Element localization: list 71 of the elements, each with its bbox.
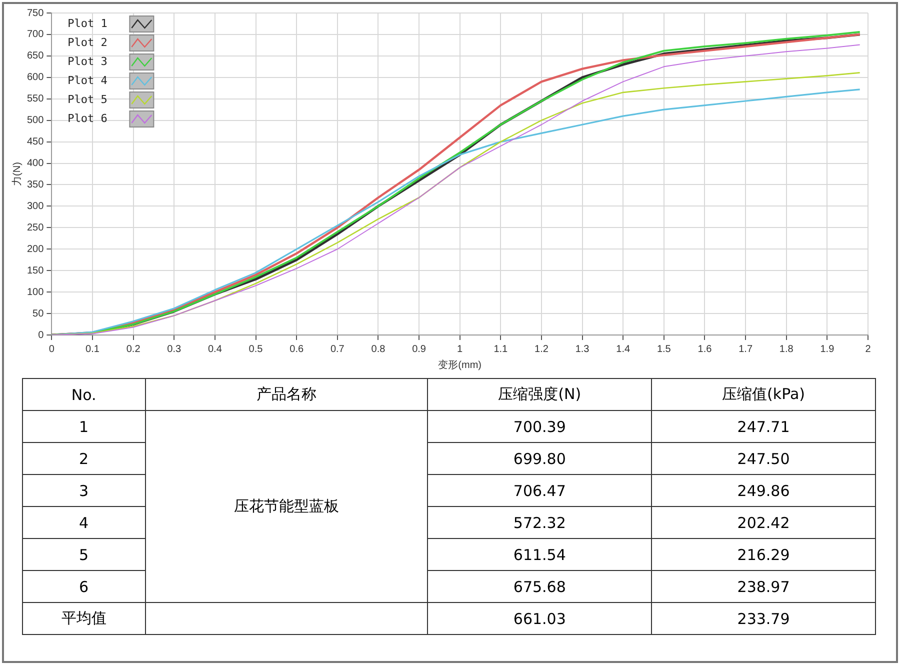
x-tick-label: 1.1 — [494, 344, 508, 355]
text: 572.32 — [428, 506, 652, 538]
text: 247.71 — [652, 410, 876, 442]
x-tick-label: 0.7 — [330, 344, 345, 355]
y-tick-label: 100 — [26, 286, 44, 298]
y-tick-label: 450 — [26, 136, 44, 148]
text: 700.39 — [428, 410, 652, 442]
text: 675.68 — [428, 570, 652, 602]
x-tick-label: 0.1 — [86, 344, 100, 355]
text: 202.42 — [652, 506, 876, 538]
text: 平均值 — [22, 602, 146, 634]
text: 2 — [22, 442, 146, 474]
text: 产品名称 — [145, 378, 428, 410]
y-tick-label: 250 — [26, 222, 44, 234]
x-tick-label: 0.9 — [412, 344, 426, 355]
x-tick-label: 1.9 — [820, 344, 835, 355]
text: 216.29 — [652, 538, 876, 570]
text: 233.79 — [652, 602, 876, 634]
x-tick-label: 1.4 — [616, 344, 630, 355]
x-tick-label: 1.8 — [779, 344, 794, 355]
text: 压缩强度(N) — [428, 378, 652, 410]
y-tick-label: 400 — [26, 158, 44, 170]
y-tick-label: 700 — [26, 29, 44, 40]
y-tick-label: 350 — [26, 179, 44, 190]
x-tick-label: 1.5 — [656, 344, 672, 355]
y-tick-label: 150 — [26, 265, 44, 276]
x-tick-label: 1 — [457, 344, 464, 355]
text: 249.86 — [652, 474, 876, 506]
text: 661.03 — [428, 602, 652, 634]
text: 5 — [22, 538, 146, 570]
text: 706.47 — [428, 474, 652, 506]
text: 247.50 — [652, 442, 876, 474]
y-tick-label: 550 — [26, 94, 44, 105]
y-axis-title: 力(N) — [10, 162, 23, 186]
text: 4 — [22, 506, 146, 538]
text: 699.80 — [428, 442, 652, 474]
text: 6 — [22, 570, 146, 602]
y-tick-label: 750 — [26, 8, 44, 19]
x-tick-label: 1.6 — [698, 344, 712, 355]
y-tick-label: 600 — [26, 72, 44, 84]
text: 611.54 — [428, 538, 652, 570]
x-tick-label: 0.4 — [208, 344, 222, 355]
x-tick-label: 1.2 — [534, 344, 549, 355]
x-tick-label: 0.8 — [371, 344, 386, 355]
text: 3 — [22, 474, 146, 506]
x-tick-label: 0 — [48, 344, 55, 355]
text: No. — [22, 378, 146, 410]
legend-label: Plot 3 — [68, 54, 108, 68]
x-tick-label: 0.2 — [126, 344, 141, 355]
y-tick-label: 50 — [32, 308, 44, 320]
legend-label: Plot 4 — [68, 74, 108, 87]
x-tick-label: 0.5 — [248, 344, 264, 355]
text: 压缩值(kPa) — [652, 378, 876, 410]
legend-label: Plot 6 — [68, 112, 108, 125]
x-tick-label: 0.6 — [290, 344, 304, 355]
y-tick-label: 650 — [26, 50, 44, 62]
text: 238.97 — [652, 570, 876, 602]
legend-label: Plot 5 — [68, 92, 108, 106]
x-axis-title: 变形(mm) — [438, 358, 482, 371]
x-tick-label: 0.3 — [167, 344, 182, 355]
legend-label: Plot 1 — [68, 16, 108, 30]
x-tick-label: 2 — [865, 344, 872, 355]
y-tick-label: 500 — [26, 115, 44, 126]
text: 1 — [22, 410, 146, 442]
legend-label: Plot 2 — [68, 36, 108, 49]
y-tick-label: 0 — [38, 330, 44, 341]
y-tick-label: 300 — [26, 200, 44, 212]
x-tick-label: 1.3 — [575, 344, 590, 355]
x-tick-label: 1.7 — [738, 344, 753, 355]
y-tick-label: 200 — [26, 244, 44, 255]
text: 压花节能型蓝板 — [145, 410, 428, 602]
